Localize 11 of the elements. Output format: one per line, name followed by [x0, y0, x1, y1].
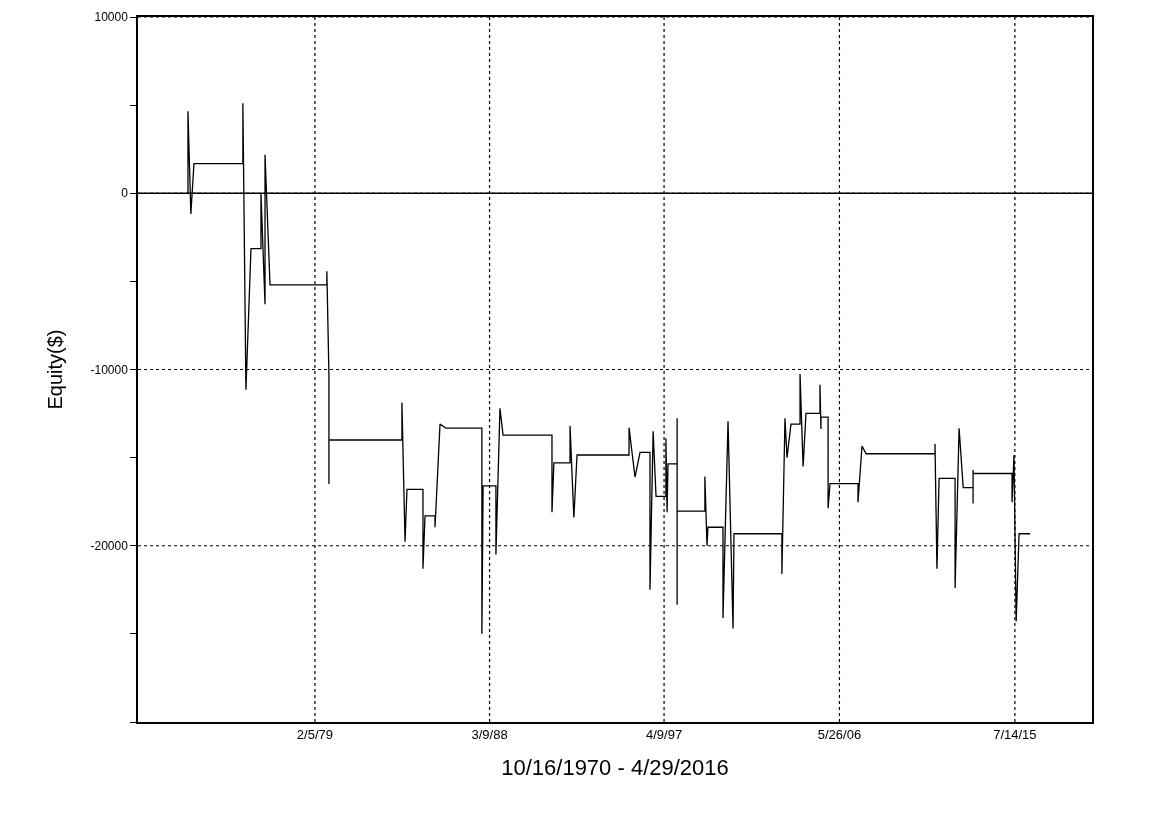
y-axis-title: Equity($) [44, 329, 67, 410]
y-tick-label: -10000 [90, 362, 129, 377]
x-tick-label: 4/9/97 [645, 727, 683, 743]
y-tick-label: -20000 [90, 538, 129, 553]
y-tick-label: 0 [121, 186, 129, 201]
x-tick-label: 7/14/15 [993, 727, 1037, 743]
x-tick-label: 3/9/88 [471, 727, 508, 743]
x-tick-label: 5/26/06 [817, 727, 862, 743]
x-tick-label: 2/5/79 [296, 727, 334, 743]
y-tick-label: 10000 [94, 10, 129, 25]
x-axis-title: 10/16/1970 - 4/29/2016 [501, 754, 729, 780]
